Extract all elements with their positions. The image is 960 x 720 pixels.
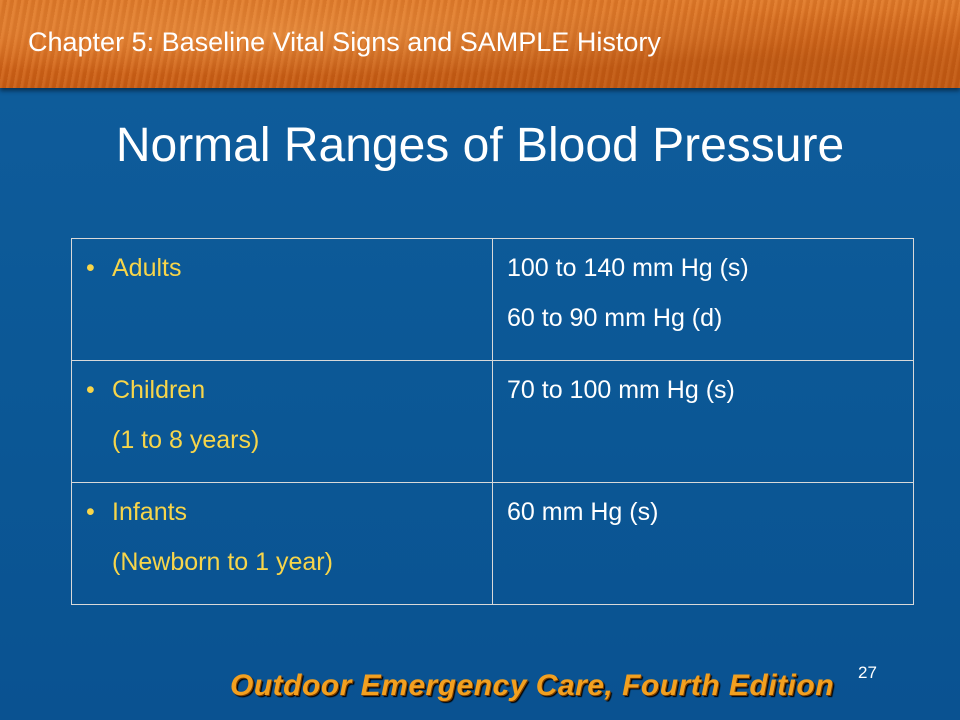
value-text: 60 to 90 mm Hg (d) <box>507 304 723 332</box>
blood-pressure-table: • Adults 100 to 140 mm Hg (s) 60 to 90 mm… <box>71 238 914 605</box>
label-text: Children <box>112 376 206 404</box>
list-item-subtext: (1 to 8 years) <box>86 415 478 465</box>
slide-title: Normal Ranges of Blood Pressure <box>115 119 845 172</box>
value-text: 60 mm Hg (s) <box>507 498 659 526</box>
bullet-icon: • <box>86 254 95 282</box>
list-item: • Adults <box>86 243 478 293</box>
bullet-icon: • <box>86 376 95 404</box>
list-item: • Infants <box>86 487 478 537</box>
value-text: 70 to 100 mm Hg (s) <box>507 376 735 404</box>
table-cell-label: • Infants (Newborn to 1 year) <box>71 482 493 605</box>
chapter-title: Chapter 5: Baseline Vital Signs and SAMP… <box>28 27 661 57</box>
table-row-infants: • Infants (Newborn to 1 year) 60 mm Hg (s… <box>71 482 914 605</box>
label-text: Adults <box>112 254 182 282</box>
list-item-subtext: (Newborn to 1 year) <box>86 537 478 587</box>
footer-brand-logo: Outdoor Emergency Care, Fourth Edition <box>230 669 835 702</box>
table-cell-value: 60 mm Hg (s) <box>492 482 914 605</box>
page-number: 27 <box>858 663 877 682</box>
table-cell-label: • Children (1 to 8 years) <box>71 360 493 483</box>
value-text: 100 to 140 mm Hg (s) <box>507 254 749 282</box>
label-subtext: (1 to 8 years) <box>112 426 260 454</box>
list-item: • Children <box>86 365 478 415</box>
table-cell-label: • Adults <box>71 238 493 361</box>
table-cell-value: 100 to 140 mm Hg (s) 60 to 90 mm Hg (d) <box>492 238 914 361</box>
label-subtext: (Newborn to 1 year) <box>112 548 333 576</box>
table-row-children: • Children (1 to 8 years) 70 to 100 mm Hg… <box>71 360 914 483</box>
header-band: Chapter 5: Baseline Vital Signs and SAMP… <box>0 0 960 88</box>
bullet-icon: • <box>86 498 95 526</box>
table-row-adults: • Adults 100 to 140 mm Hg (s) 60 to 90 mm… <box>71 238 914 361</box>
label-text: Infants <box>112 498 188 526</box>
table-cell-value: 70 to 100 mm Hg (s) <box>492 360 914 483</box>
